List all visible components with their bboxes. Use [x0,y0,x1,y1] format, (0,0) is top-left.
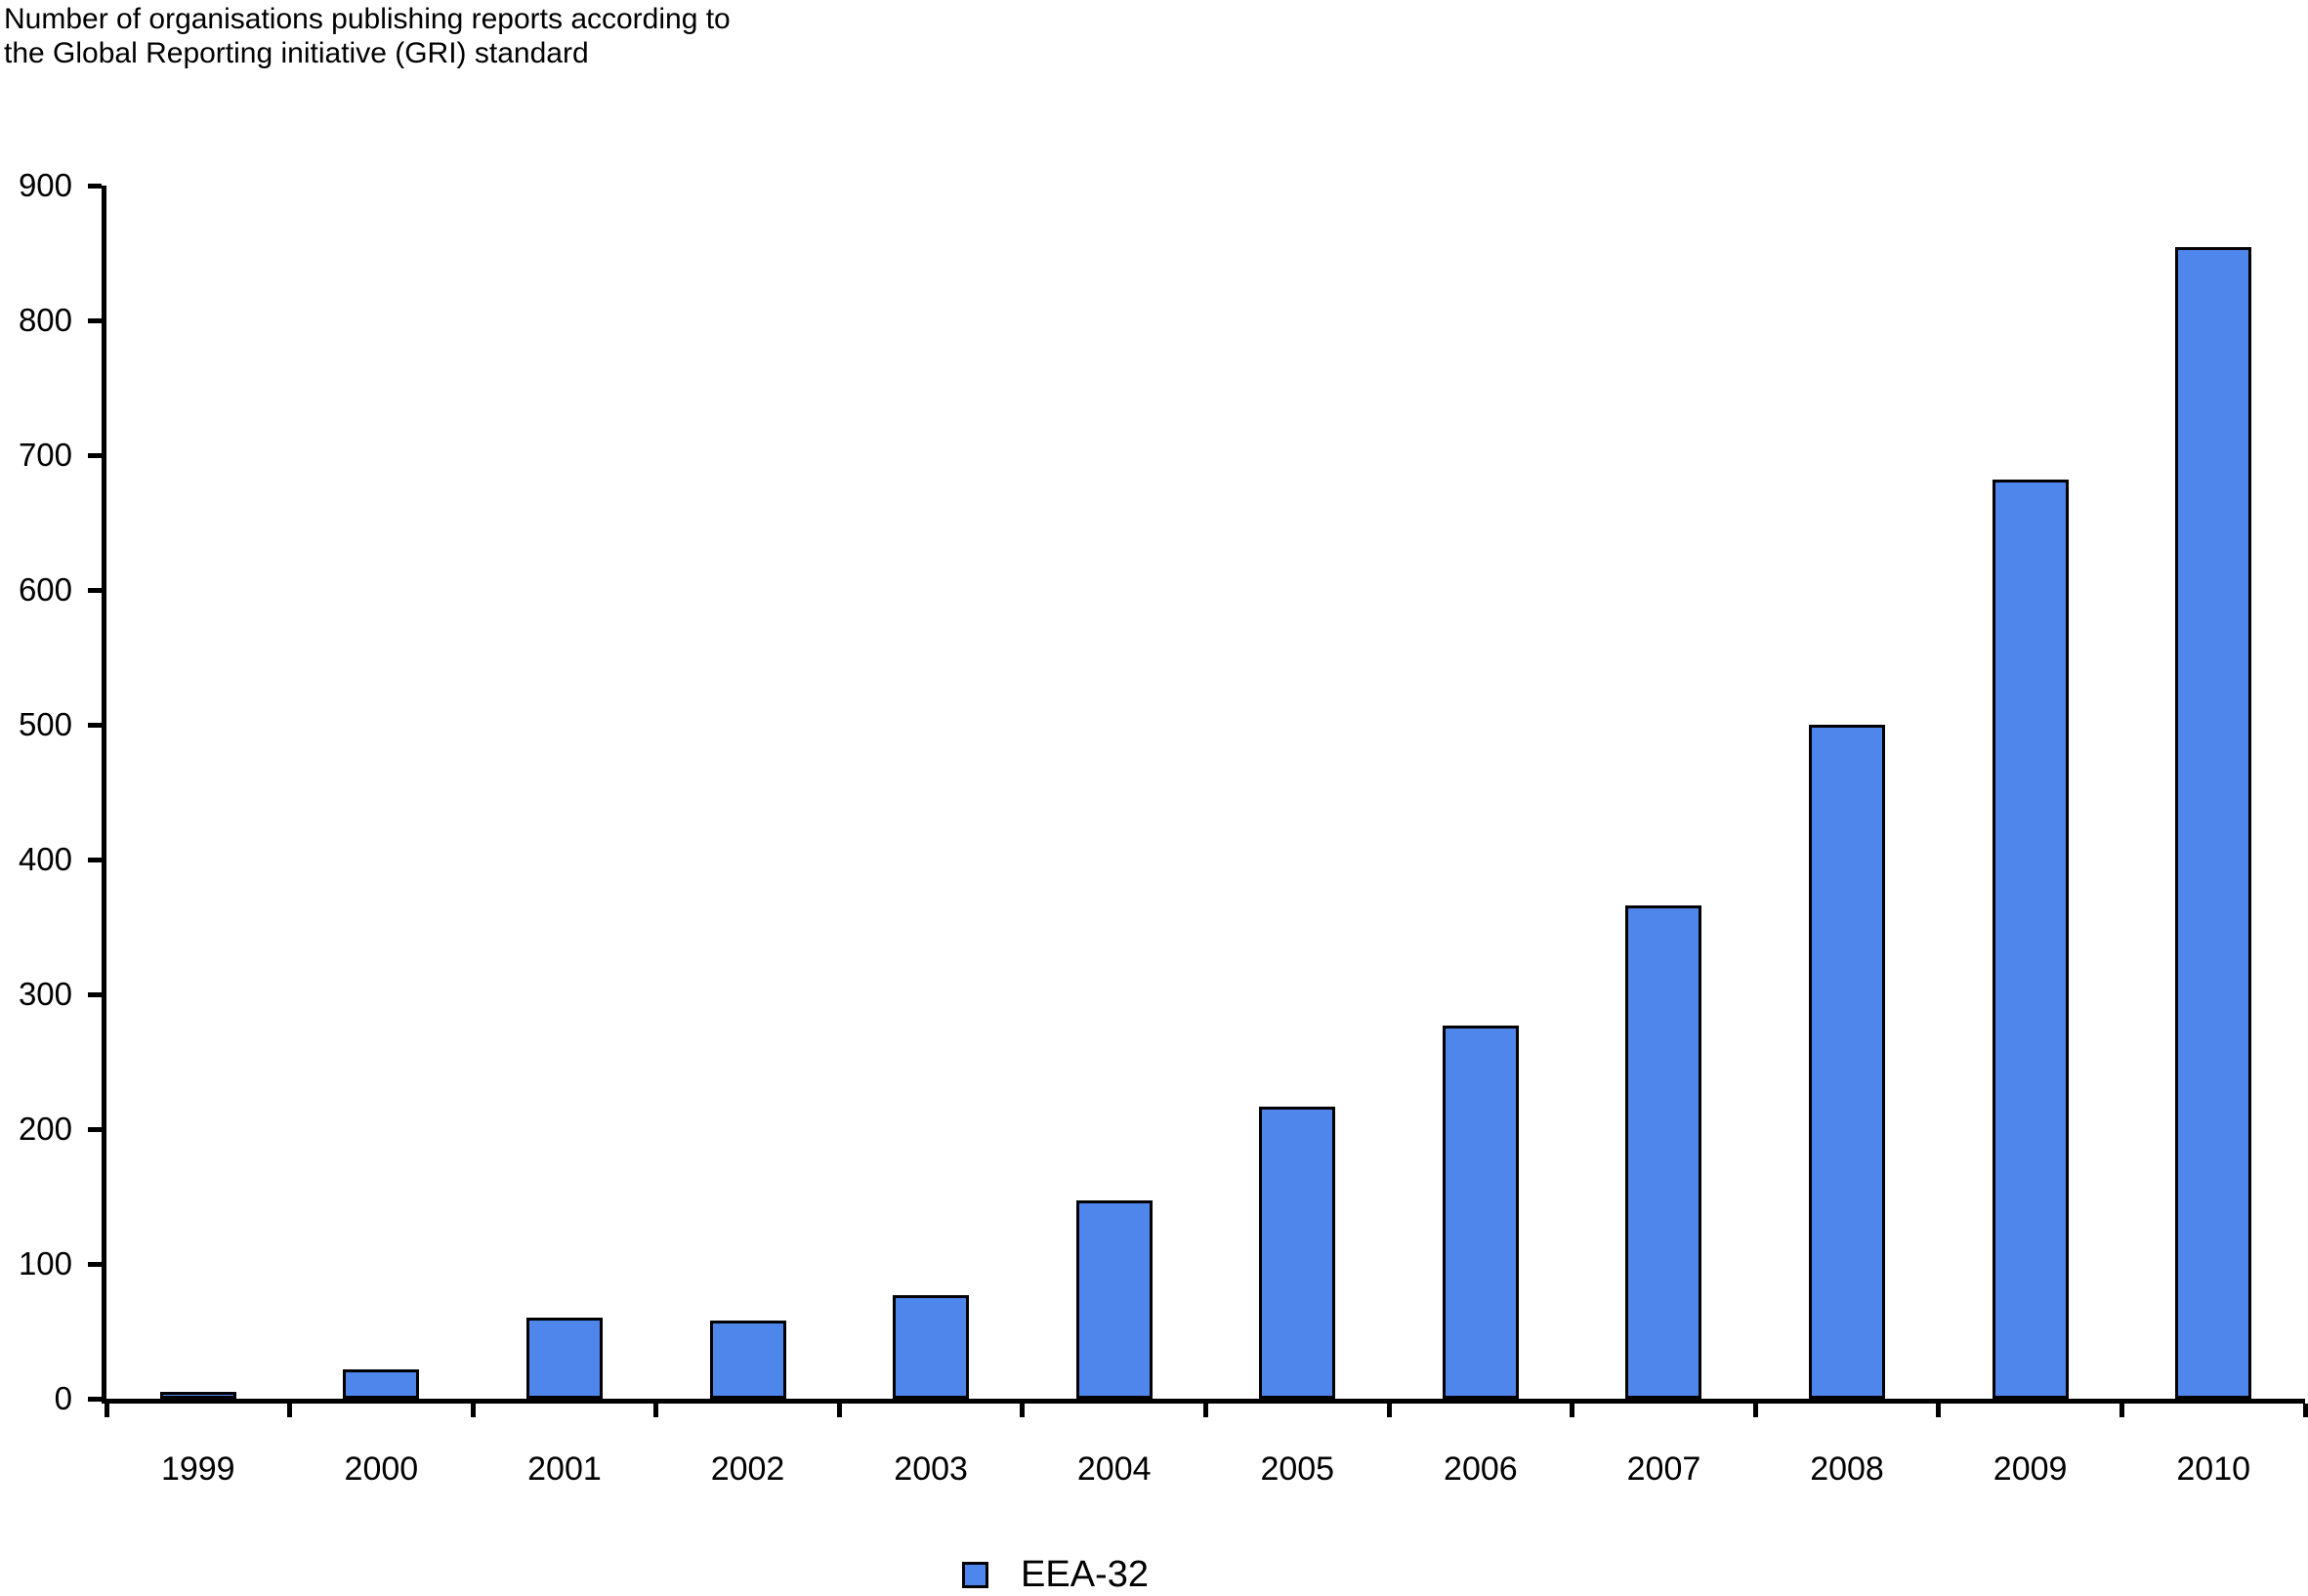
bar-2000 [343,1369,420,1399]
bar-2007 [1625,905,1702,1399]
x-axis-label-2003: 2003 [894,1450,968,1488]
y-axis-label-700: 700 [18,437,72,473]
y-axis-tick-200 [88,1126,102,1132]
x-axis-tick-11 [2119,1404,2124,1417]
bar-2005 [1259,1107,1336,1399]
x-axis-label-2001: 2001 [527,1450,602,1488]
x-axis-label-2002: 2002 [710,1450,785,1488]
y-axis-tick-800 [88,317,102,323]
bar-2003 [893,1295,970,1399]
x-axis-tick-7 [1386,1404,1392,1417]
x-axis-tick-0 [104,1404,109,1417]
x-axis-label-2000: 2000 [344,1450,419,1488]
bar-2002 [709,1321,786,1399]
y-axis-tick-500 [88,722,102,728]
y-axis-label-0: 0 [54,1380,72,1416]
x-axis-label-2008: 2008 [1810,1450,1884,1488]
y-axis-label-600: 600 [18,571,72,608]
y-axis-tick-700 [88,452,102,458]
chart-title-line2: the Global Reporting initiative (GRI) st… [4,37,589,69]
plot-area: 0 100 200 300 400 500 600 700 800 900 1999 2000 2001… [19,169,2308,1488]
x-axis-label-2009: 2009 [1993,1450,2068,1488]
x-axis-tick-9 [1752,1404,1758,1417]
bar-2001 [525,1318,603,1399]
legend: EEA-32 [962,1554,1149,1595]
x-axis-tick-8 [1570,1404,1575,1417]
y-axis-label-200: 200 [18,1111,72,1147]
x-axis-tick-3 [653,1404,659,1417]
x-axis-tick-4 [836,1404,842,1417]
legend-label: EEA-32 [1021,1554,1149,1595]
chart-title: Number of organisations publishing repor… [4,2,731,70]
x-axis-tick-12 [2302,1404,2308,1417]
y-axis-tick-300 [88,991,102,997]
legend-swatch-eea32 [962,1561,988,1588]
y-axis-label-100: 100 [18,1245,72,1281]
y-axis-label-500: 500 [18,706,72,742]
y-axis-label-400: 400 [18,841,72,877]
y-axis-label-900: 900 [18,167,72,203]
y-axis-tick-600 [88,587,102,593]
x-axis-label-2010: 2010 [2176,1450,2251,1488]
y-axis-tick-400 [88,857,102,862]
bar-1999 [159,1392,236,1399]
x-axis-label-2004: 2004 [1076,1450,1152,1488]
y-axis-tick-100 [88,1261,102,1267]
x-axis-label-2006: 2006 [1444,1450,1518,1488]
x-axis-tick-6 [1203,1404,1208,1417]
bar-2004 [1075,1200,1153,1399]
x-axis-label-2005: 2005 [1260,1450,1335,1488]
x-axis-tick-5 [1020,1404,1026,1417]
x-axis-label-2007: 2007 [1626,1450,1701,1488]
y-axis-tick-900 [88,183,102,189]
chart-title-line1: Number of organisations publishing repor… [4,3,731,35]
bar-2006 [1442,1026,1519,1399]
y-axis-tick-0 [88,1396,102,1402]
bar-2009 [1992,480,2069,1399]
x-axis-tick-10 [1936,1404,1942,1417]
y-axis-label-800: 800 [18,302,72,338]
bar-2010 [2175,247,2252,1399]
x-axis-tick-1 [287,1404,293,1417]
x-axis-label-1999: 1999 [160,1450,235,1488]
bar-2008 [1809,725,1886,1399]
y-axis-label-300: 300 [18,976,72,1012]
x-axis-tick-2 [470,1404,476,1417]
